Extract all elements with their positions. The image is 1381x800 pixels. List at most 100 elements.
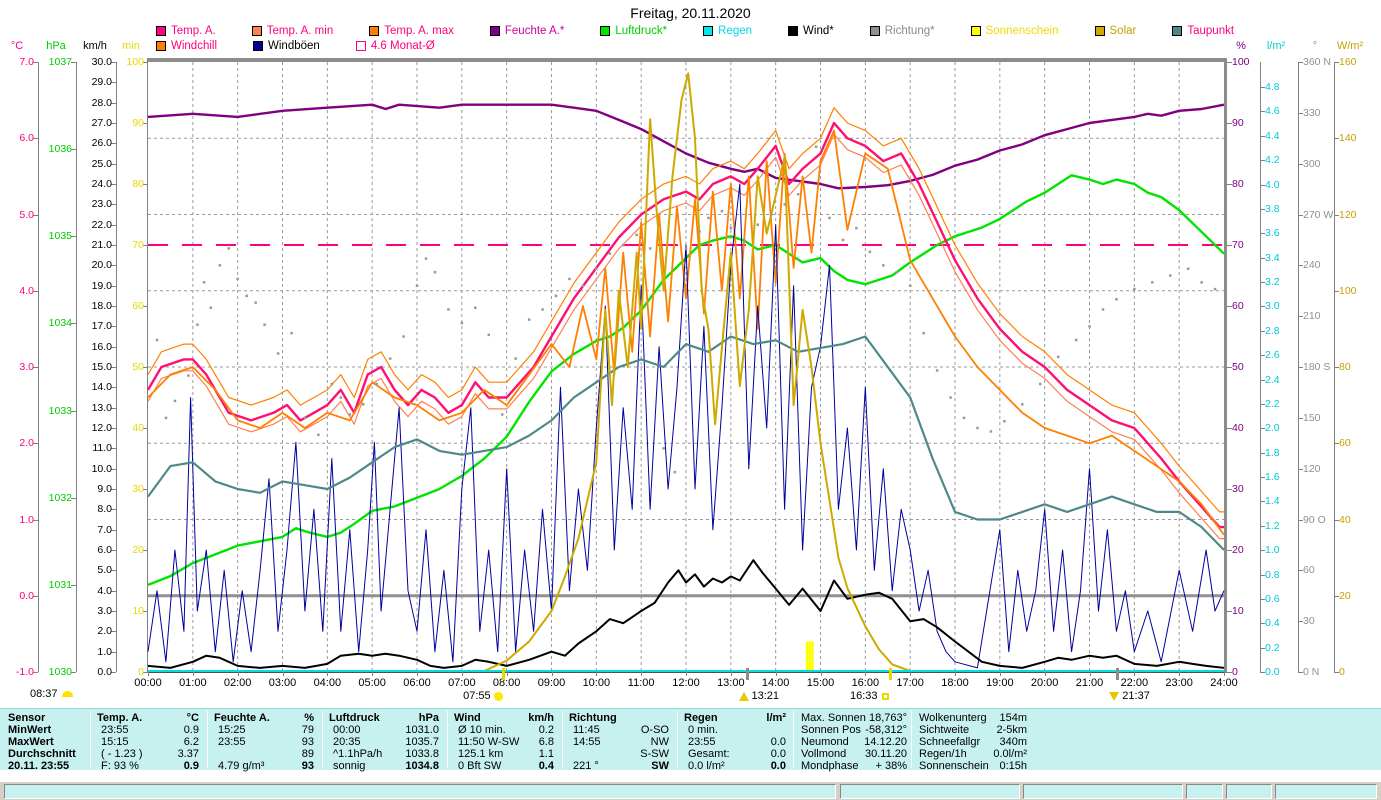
table-cell: 93: [301, 760, 314, 772]
x-axis-label: 14:00: [761, 677, 790, 689]
axis-tick-label-lm2: 1.8: [1265, 447, 1280, 459]
table-cell: 1035.7: [405, 736, 439, 748]
axis-tick-label-hPa: 1032: [48, 492, 72, 504]
status-segment: [1186, 784, 1223, 799]
axis-tick: [1298, 520, 1303, 521]
legend-item-4-6-monat-: 4.6 Monat-Ø: [355, 40, 435, 52]
table-cell: Temp. A.: [97, 712, 143, 724]
axis-tick-label-kmh: 22.0: [91, 219, 112, 231]
axis-tick-label-hPa: 1035: [48, 230, 72, 242]
x-axis-tick: [865, 672, 867, 676]
axis-tick: [71, 62, 76, 63]
axis-tick: [33, 672, 38, 673]
axis-tick: [143, 306, 148, 307]
axis-tick: [111, 347, 116, 348]
unit-header-km/h: km/h: [83, 40, 107, 52]
axis-tick-label-deg: 90 O: [1303, 514, 1326, 526]
series-richtung-dot: [698, 230, 701, 233]
series-richtung-dot: [541, 308, 544, 311]
table-cell: Feuchte A.: [214, 712, 270, 724]
axis-tick-label-deg: 330: [1303, 107, 1321, 119]
table-cell: Neumond: [801, 736, 849, 748]
status-bar: [0, 782, 1381, 800]
axis-tick: [1334, 443, 1339, 444]
sunrise-sun-icon: [493, 691, 503, 701]
axis-tick: [1260, 575, 1265, 576]
table-cell: 154m: [999, 712, 1027, 724]
table-cell: Luftdruck: [329, 712, 380, 724]
x-axis-label: 19:00: [986, 677, 1014, 689]
x-axis-tick: [1134, 672, 1136, 676]
table-cell: 79: [301, 724, 314, 736]
status-segment: [1023, 784, 1183, 799]
axis-tick-label-min: 80: [132, 178, 144, 190]
legend-item-feuchte-a-: Feuchte A.*: [489, 25, 564, 37]
table-cell: l/m²: [766, 712, 786, 724]
series-richtung-dot: [1021, 403, 1024, 406]
legend-swatch-icon: [253, 41, 264, 51]
x-axis-label: 20:00: [1030, 677, 1059, 689]
legend-item-wind-: Wind*: [788, 25, 834, 37]
x-axis-label: 01:00: [179, 677, 207, 689]
legend-swatch-icon: [1094, 26, 1105, 36]
axis-line-lm2: [1260, 62, 1261, 672]
legend-swatch-icon: [788, 26, 799, 36]
table-cell: 125.1 km: [458, 748, 504, 760]
axis-tick: [1260, 87, 1265, 88]
axis-tick-label-C: 2.0: [19, 437, 34, 449]
status-segment: [840, 784, 1020, 799]
series-richtung-dot: [415, 284, 419, 287]
table-cell: [625, 712, 669, 724]
axis-tick-label-kmh: 15.0: [91, 361, 112, 373]
x-axis-label: 09:00: [537, 677, 566, 689]
legend-swatch-icon: [355, 41, 366, 51]
series-richtung-dot: [290, 331, 293, 335]
table-cell: 2-5km: [996, 724, 1027, 736]
x-axis-label: 17:00: [896, 677, 924, 689]
x-axis-tick: [327, 672, 329, 676]
axis-tick: [1227, 245, 1232, 246]
series-richtung-dot: [895, 270, 899, 274]
legend-item-taupunkt: Taupunkt: [1172, 25, 1234, 37]
axis-tick-label-pct: 90: [1232, 117, 1244, 129]
axis-tick: [1260, 282, 1265, 283]
table-cell: Richtung: [569, 712, 617, 724]
legend-swatch-icon: [869, 26, 880, 36]
axis-tick: [1260, 672, 1265, 673]
series-richtung-dot: [841, 238, 845, 242]
table-cell: 23:55: [218, 736, 246, 748]
table-cell: 11:45: [573, 724, 600, 736]
axis-tick: [1260, 404, 1265, 405]
axis-tick-label-deg: 180 S: [1303, 361, 1331, 373]
table-cell: F: 93 %: [101, 760, 139, 772]
axis-tick: [111, 469, 116, 470]
axis-tick: [111, 245, 116, 246]
axis-tick-label-lm2: 3.6: [1265, 227, 1280, 239]
plot-area: [147, 58, 1227, 673]
table-separator: [447, 711, 448, 768]
axis-tick: [1260, 209, 1265, 210]
series-wind: [147, 559, 1225, 669]
axis-tick: [143, 550, 148, 551]
axis-tick-label-C: 5.0: [19, 209, 34, 221]
axis-tick: [33, 367, 38, 368]
x-axis-tick: [1179, 672, 1181, 676]
series-richtung-dot: [1101, 308, 1105, 311]
table-cell: Sonnenschein: [919, 760, 989, 772]
axis-tick: [1298, 164, 1303, 165]
axis-tick-label-min: 30: [132, 483, 144, 495]
axis-tick-label-lm2: 3.2: [1265, 276, 1280, 288]
axis-tick: [1260, 477, 1265, 478]
table-cell: Sichtweite: [919, 724, 970, 736]
x-axis-tick: [910, 672, 912, 676]
axis-tick: [111, 82, 116, 83]
table-cell: 20.11. 23:55: [8, 760, 70, 772]
axis-line-hPa: [76, 62, 77, 672]
series-feuchte-a-: [147, 103, 1225, 190]
table-cell: 14:55: [573, 736, 601, 748]
axis-tick-label-pct: 40: [1232, 422, 1244, 434]
table-cell: 3.37: [177, 748, 199, 760]
axis-tick: [1334, 138, 1339, 139]
table-cell: 11:50 W-SW: [458, 736, 520, 748]
x-axis-tick: [1224, 672, 1225, 676]
